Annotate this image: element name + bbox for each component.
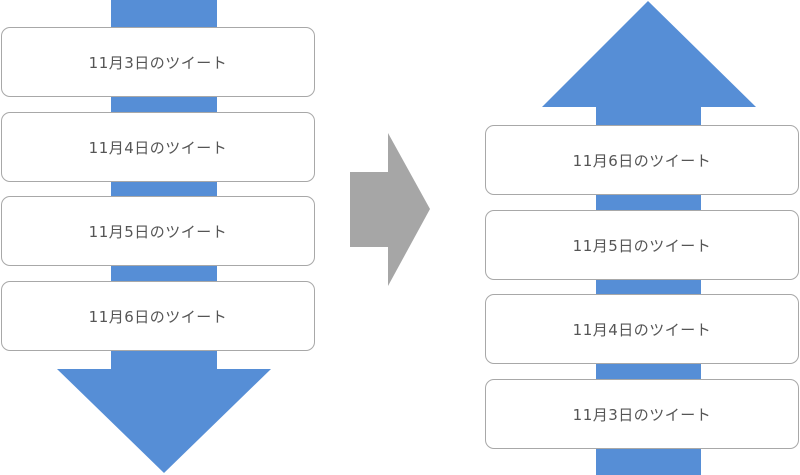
left-tweet-card-1: 11月3日のツイート (1, 27, 315, 97)
right-tweet-card-2: 11月5日のツイート (485, 210, 799, 280)
right-tweet-card-1: 11月6日のツイート (485, 125, 799, 195)
transition-arrow (350, 133, 430, 286)
left-tweet-card-2: 11月4日のツイート (1, 112, 315, 182)
right-tweet-card-4: 11月3日のツイート (485, 379, 799, 449)
right-tweet-card-3: 11月4日のツイート (485, 294, 799, 364)
tweet-label: 11月6日のツイート (572, 151, 712, 170)
tweet-label: 11月5日のツイート (572, 236, 712, 255)
tweet-label: 11月3日のツイート (88, 53, 228, 72)
up-arrow-head (542, 1, 756, 107)
down-arrow-head (57, 369, 271, 473)
tweet-label: 11月6日のツイート (88, 307, 228, 326)
left-tweet-card-4: 11月6日のツイート (1, 281, 315, 351)
tweet-label: 11月4日のツイート (572, 320, 712, 339)
tweet-label: 11月4日のツイート (88, 138, 228, 157)
tweet-label: 11月3日のツイート (572, 405, 712, 424)
left-tweet-card-3: 11月5日のツイート (1, 196, 315, 266)
tweet-label: 11月5日のツイート (88, 222, 228, 241)
